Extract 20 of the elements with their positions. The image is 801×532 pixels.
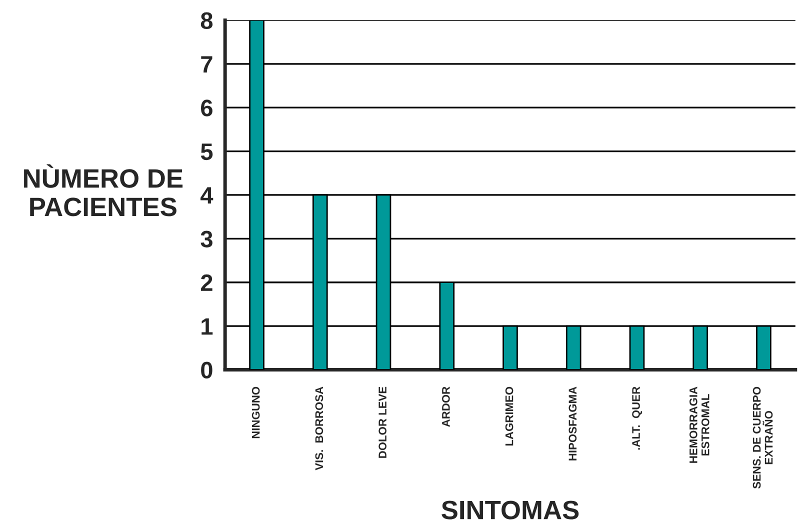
y-tick-label: 3 — [200, 230, 212, 248]
y-tick-label: 5 — [200, 144, 213, 160]
x-tick-label: NINGUNO — [252, 386, 260, 438]
y-tick-label: 7 — [201, 56, 212, 72]
y-axis-title: NÙMERO DE PACIENTES — [24, 164, 183, 216]
x-tick-label: SENS. DE CUERPO EXTRAÑO — [752, 386, 773, 489]
y-tick-label: 0 — [201, 362, 212, 379]
x-tick-label: ARDOR — [442, 386, 450, 427]
x-tick-label: HIPOSFAGMA — [568, 386, 577, 460]
y-tick-label: 1 — [202, 318, 213, 335]
y-tick-label: 6 — [201, 100, 212, 116]
x-axis-title: SINTOMAS — [442, 500, 579, 520]
x-tick-label: .ALT. QUER — [632, 386, 642, 450]
x-tick-label: VIS. BORROSA — [315, 386, 324, 470]
x-tick-label: DOLOR LEVE — [378, 386, 386, 458]
x-tick-label: LAGRIMEO — [505, 386, 514, 446]
y-tick-label: 8 — [200, 12, 213, 30]
y-tick-label: 2 — [200, 274, 212, 291]
y-tick-label: 4 — [200, 187, 214, 204]
x-tick-label: HEMORRAGIA ESTROMAL — [689, 386, 710, 463]
